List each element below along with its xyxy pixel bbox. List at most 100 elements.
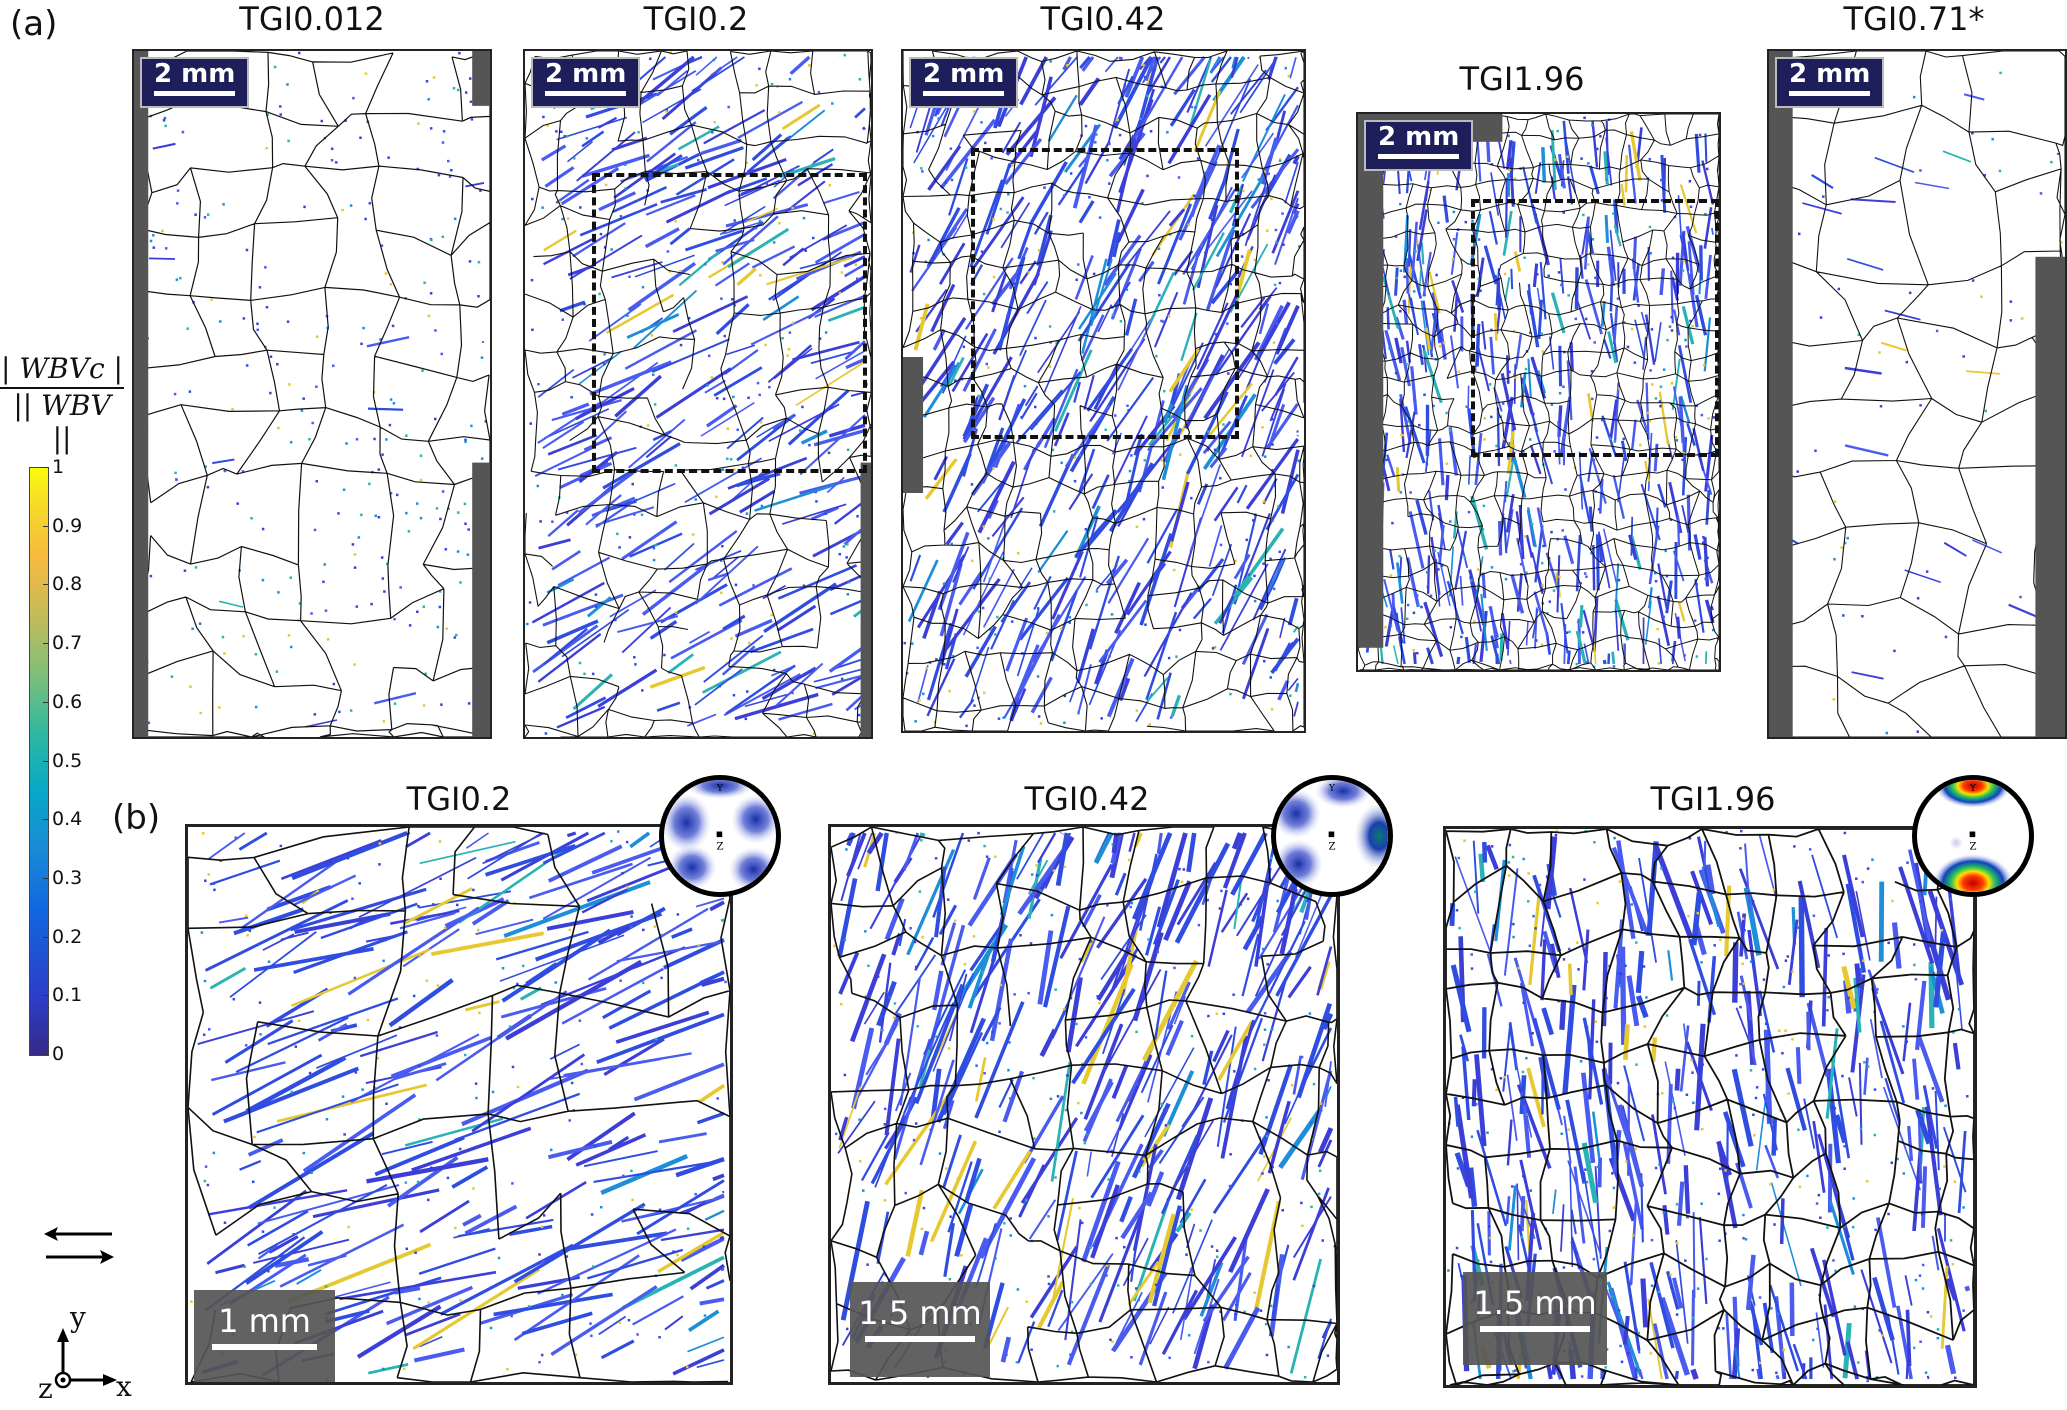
speckle — [1429, 594, 1433, 597]
speckle — [432, 76, 436, 79]
speckle — [546, 124, 549, 127]
speckle — [679, 269, 682, 273]
streak — [707, 572, 730, 582]
speckle — [1490, 1067, 1494, 1071]
speckle — [982, 525, 985, 528]
speckle — [1778, 1029, 1781, 1033]
streak — [411, 1126, 532, 1172]
speckle — [250, 516, 253, 520]
streak — [1073, 381, 1082, 403]
speckle — [536, 484, 540, 488]
streak — [1470, 1210, 1477, 1284]
speckle — [1127, 408, 1130, 412]
speckle — [1059, 627, 1063, 631]
streak — [1144, 1047, 1195, 1138]
streak — [393, 1062, 447, 1081]
speckle — [1567, 947, 1571, 951]
speckle — [1157, 247, 1161, 251]
speckle — [453, 217, 457, 221]
speckle — [1626, 345, 1630, 349]
speckle — [1523, 256, 1526, 260]
speckle — [1513, 373, 1516, 377]
speckle — [1512, 922, 1515, 926]
speckle — [1075, 1022, 1078, 1026]
speckle — [1827, 995, 1830, 999]
scale-bar: 2 mm — [140, 57, 250, 108]
speckle — [2039, 192, 2043, 195]
speckle — [1797, 232, 1801, 236]
speckle — [642, 928, 645, 932]
speckle — [294, 1045, 298, 1048]
streak — [720, 918, 725, 922]
axis-label-z: z — [38, 1372, 53, 1405]
streak — [1694, 579, 1705, 633]
speckle — [1635, 1063, 1638, 1066]
streak — [1002, 1070, 1025, 1123]
speckle — [1135, 1287, 1138, 1290]
streak — [1148, 271, 1175, 324]
streak — [684, 229, 744, 252]
streak — [603, 1037, 665, 1076]
streak — [1482, 842, 1488, 863]
speckle — [929, 1128, 933, 1131]
speckle — [1149, 130, 1153, 133]
speckle — [801, 405, 804, 409]
speckle — [1399, 309, 1402, 313]
speckle — [1853, 1305, 1857, 1308]
streak — [975, 1222, 997, 1287]
streak — [525, 1181, 587, 1220]
speckle — [1130, 454, 1133, 457]
speckle — [1567, 1128, 1570, 1131]
streak — [1830, 1058, 1851, 1159]
speckle — [1282, 243, 1285, 246]
colorbar-tick — [43, 877, 48, 879]
speckle — [1613, 836, 1616, 840]
speckle — [1859, 1127, 1863, 1131]
speckle — [1670, 1285, 1673, 1289]
streak — [837, 878, 858, 957]
speckle — [419, 478, 423, 482]
speckle — [842, 545, 846, 548]
streak — [1132, 832, 1173, 920]
speckle — [919, 317, 923, 320]
speckle — [475, 1145, 479, 1148]
speckle — [200, 931, 204, 934]
streak — [235, 1016, 349, 1074]
speckle — [152, 234, 155, 237]
speckle — [1135, 525, 1139, 528]
speckle — [824, 512, 827, 515]
speckle — [353, 566, 357, 569]
streak — [1153, 291, 1179, 348]
streak — [1231, 832, 1243, 850]
speckle — [512, 986, 516, 990]
speckle — [472, 1187, 475, 1190]
speckle — [1126, 404, 1129, 408]
streak — [704, 1209, 725, 1221]
streak — [1145, 906, 1162, 956]
streak — [148, 257, 176, 260]
speckle — [267, 960, 271, 963]
speckle — [308, 1071, 312, 1075]
speckle — [1690, 1058, 1693, 1062]
speckle — [218, 706, 221, 709]
streak — [1221, 1271, 1252, 1322]
speckle — [1060, 461, 1063, 465]
speckle — [1612, 212, 1615, 215]
streak — [537, 1228, 677, 1295]
streak — [1287, 965, 1312, 999]
speckle — [1851, 1225, 1855, 1229]
speckle — [1051, 426, 1055, 429]
streak — [1467, 455, 1471, 485]
streak — [1556, 555, 1561, 613]
speckle — [395, 493, 399, 497]
streak — [787, 389, 850, 446]
speckle — [1651, 383, 1654, 386]
speckle — [1764, 1022, 1768, 1026]
streak — [578, 450, 619, 484]
speckle — [1691, 1316, 1695, 1320]
streak — [1500, 612, 1510, 650]
streak — [1395, 562, 1404, 604]
streak — [1884, 309, 1921, 321]
speckle — [1662, 615, 1666, 619]
speckle — [1916, 730, 1919, 733]
